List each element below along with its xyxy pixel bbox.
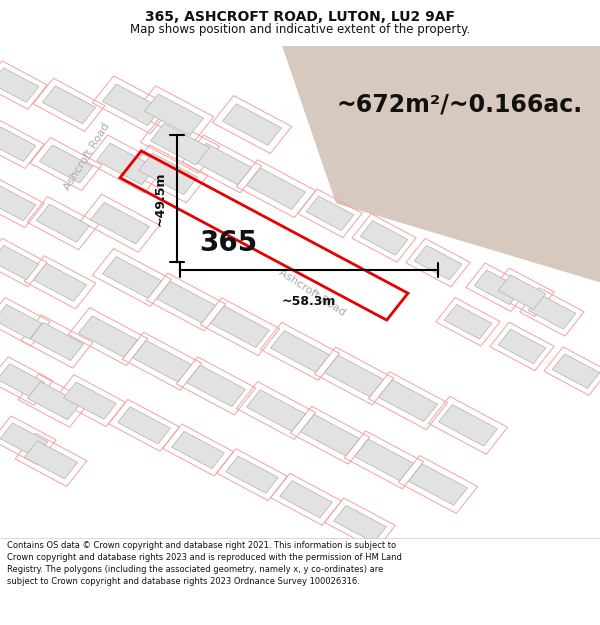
Polygon shape bbox=[247, 168, 305, 209]
Polygon shape bbox=[226, 456, 278, 493]
Polygon shape bbox=[498, 275, 546, 309]
Polygon shape bbox=[552, 354, 600, 388]
Polygon shape bbox=[280, 481, 332, 518]
Polygon shape bbox=[379, 380, 437, 421]
Polygon shape bbox=[325, 355, 383, 397]
Text: ~672m²/~0.166ac.: ~672m²/~0.166ac. bbox=[336, 92, 582, 117]
Text: Contains OS data © Crown copyright and database right 2021. This information is : Contains OS data © Crown copyright and d… bbox=[7, 541, 402, 586]
Polygon shape bbox=[36, 184, 540, 435]
Polygon shape bbox=[157, 281, 215, 323]
Polygon shape bbox=[360, 221, 408, 255]
Polygon shape bbox=[25, 441, 77, 479]
Polygon shape bbox=[334, 506, 386, 542]
Polygon shape bbox=[0, 304, 42, 339]
Polygon shape bbox=[282, 46, 600, 282]
Text: ~58.3m: ~58.3m bbox=[282, 294, 336, 308]
Polygon shape bbox=[474, 270, 522, 304]
Text: 365: 365 bbox=[199, 229, 257, 257]
Polygon shape bbox=[79, 316, 137, 357]
Polygon shape bbox=[103, 257, 161, 298]
Text: Ashcroft Road: Ashcroft Road bbox=[277, 267, 347, 318]
Polygon shape bbox=[91, 202, 149, 244]
Polygon shape bbox=[420, 396, 600, 499]
Polygon shape bbox=[439, 404, 497, 446]
Polygon shape bbox=[145, 94, 203, 136]
Polygon shape bbox=[28, 382, 80, 420]
Polygon shape bbox=[0, 423, 48, 458]
Polygon shape bbox=[97, 143, 155, 185]
Polygon shape bbox=[0, 364, 45, 398]
Polygon shape bbox=[139, 153, 197, 194]
Polygon shape bbox=[31, 322, 83, 361]
Polygon shape bbox=[271, 331, 329, 372]
Polygon shape bbox=[133, 341, 191, 382]
Polygon shape bbox=[247, 390, 305, 431]
Text: 365, ASHCROFT ROAD, LUTON, LU2 9AF: 365, ASHCROFT ROAD, LUTON, LU2 9AF bbox=[145, 10, 455, 24]
Polygon shape bbox=[211, 306, 269, 348]
Polygon shape bbox=[43, 86, 95, 124]
Polygon shape bbox=[414, 246, 462, 280]
Polygon shape bbox=[528, 294, 576, 329]
Polygon shape bbox=[151, 124, 209, 165]
Polygon shape bbox=[40, 145, 92, 183]
Text: Ashcroft Road: Ashcroft Road bbox=[62, 121, 112, 192]
Polygon shape bbox=[306, 196, 354, 231]
Polygon shape bbox=[0, 127, 36, 161]
Polygon shape bbox=[64, 382, 116, 419]
Polygon shape bbox=[0, 186, 36, 221]
Polygon shape bbox=[355, 439, 413, 481]
Polygon shape bbox=[444, 304, 492, 339]
Polygon shape bbox=[301, 414, 359, 456]
Polygon shape bbox=[37, 204, 89, 242]
Text: Map shows position and indicative extent of the property.: Map shows position and indicative extent… bbox=[130, 22, 470, 36]
Polygon shape bbox=[498, 329, 546, 364]
Text: ~49.5m: ~49.5m bbox=[153, 171, 166, 226]
Polygon shape bbox=[34, 263, 86, 301]
Polygon shape bbox=[193, 143, 251, 185]
Polygon shape bbox=[0, 68, 39, 102]
Polygon shape bbox=[223, 104, 281, 145]
Polygon shape bbox=[409, 464, 467, 505]
Polygon shape bbox=[187, 365, 245, 407]
Polygon shape bbox=[172, 431, 224, 469]
Polygon shape bbox=[103, 84, 161, 126]
Polygon shape bbox=[0, 246, 39, 280]
Polygon shape bbox=[0, 56, 132, 243]
Polygon shape bbox=[118, 407, 170, 444]
